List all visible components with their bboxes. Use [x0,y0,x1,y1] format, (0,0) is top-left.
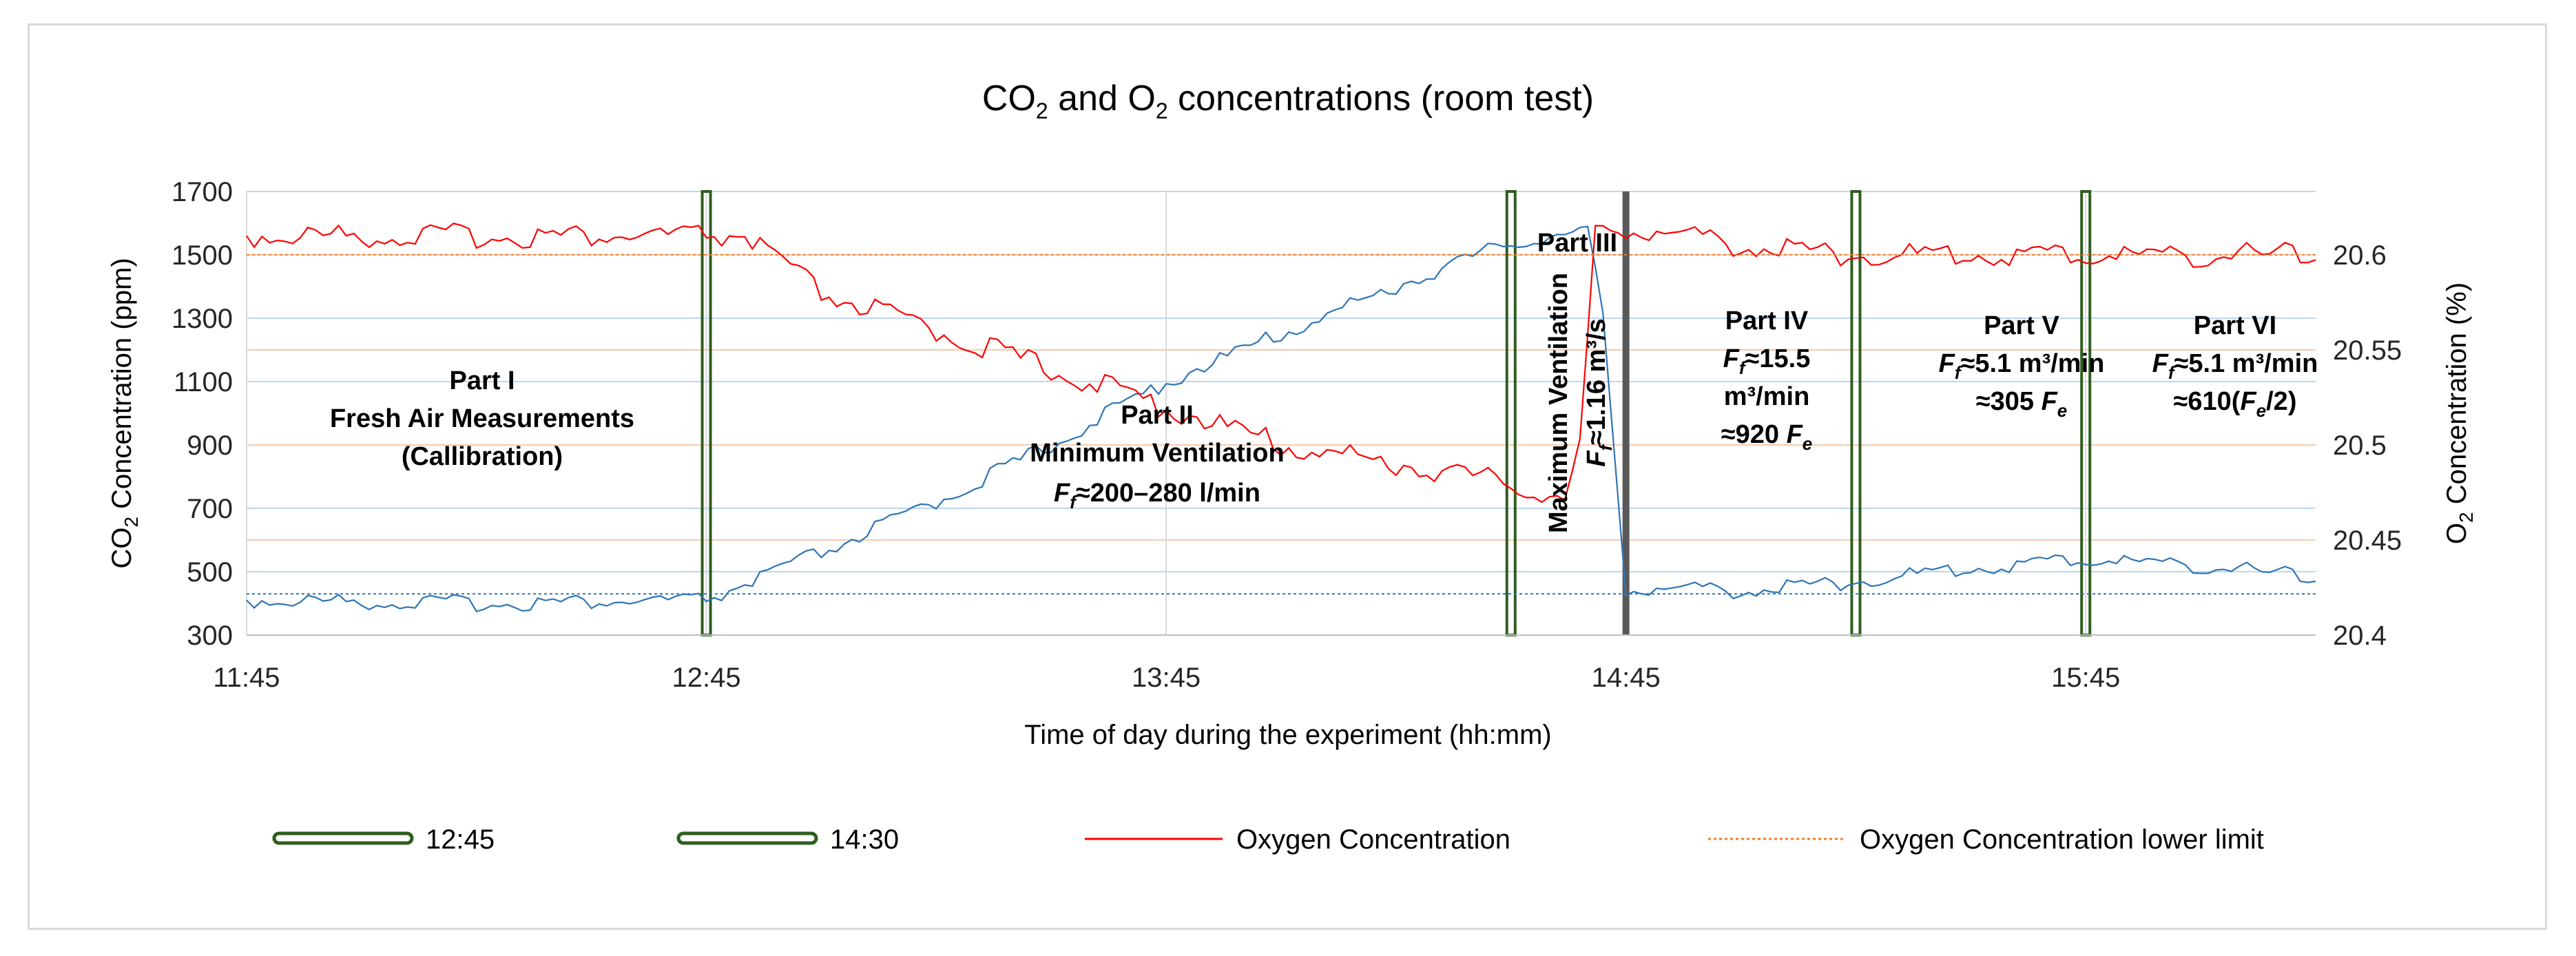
annotation-part4: Part IV Ff≈15.5 m³/min ≈920 Fe [1721,306,1813,454]
vertical-markers [700,190,2092,636]
legend-item-1430: 14:30 [676,824,899,855]
y-left-tick-label: 900 [187,430,233,461]
svg-text:Ff≈200–280 l/min: Ff≈200–280 l/min [1054,479,1260,512]
y-left-tick-label: 1700 [172,177,233,207]
svg-text:Oxygen Concentration lower lim: Oxygen Concentration lower limit [1860,824,2264,855]
y-left-tick-label: 1100 [174,367,233,397]
annotation-part3: Part III Maximum Ventilation Ff≈1.16 m³/… [1537,229,1617,533]
y-right-axis-title: O2 Concentration (%) [2442,282,2477,544]
y-right-tick-label: 20.5 [2333,430,2387,461]
svg-text:m³/min: m³/min [1724,382,1810,411]
annotation-part6: Part VI Ff≈5.1 m³/min ≈610(Fe/2) [2152,311,2318,421]
legend-item-1245: 12:45 [272,824,495,855]
svg-text:Fresh Air Measurements: Fresh Air Measurements [330,404,634,433]
y-right-tick-label: 20.6 [2333,240,2387,271]
legend-item-oxygen-lower-limit: Oxygen Concentration lower limit [1708,824,2264,855]
y-left-tick-label: 1500 [172,240,233,271]
x-tick-label: 13:45 [1132,663,1201,693]
svg-text:12:45: 12:45 [426,824,495,855]
phase-divider [1622,191,1630,635]
chart-title: CO2 and O2 concentrations (room test) [982,79,1594,123]
x-tick-label: 15:45 [2051,663,2120,693]
svg-text:Maximum Ventilation: Maximum Ventilation [1544,273,1573,533]
y-right-tick-label: 20.55 [2333,335,2402,366]
svg-text:≈920 Fe: ≈920 Fe [1721,420,1813,454]
y-left-axis-title: CO2 Concentration (ppm) [107,258,142,568]
svg-text:≈305 Fe: ≈305 Fe [1976,387,2068,421]
svg-text:Part I: Part I [449,366,515,395]
legend: 12:45 14:30 Oxygen Concentration Oxygen … [272,824,2264,855]
x-tick-label: 14:45 [1592,663,1661,693]
svg-text:Part IV: Part IV [1725,306,1809,335]
svg-text:Oxygen Concentration: Oxygen Concentration [1236,824,1510,855]
svg-text:Ff≈5.1 m³/min: Ff≈5.1 m³/min [1939,349,2105,383]
x-tick-label: 12:45 [672,663,741,693]
svg-text:Ff≈5.1 m³/min: Ff≈5.1 m³/min [2152,349,2318,383]
svg-text:Ff≈1.16 m³/s: Ff≈1.16 m³/s [1582,318,1616,466]
svg-text:≈610(Fe/2): ≈610(Fe/2) [2174,387,2297,421]
svg-text:14:30: 14:30 [830,824,899,855]
annotation-part1: Part I Fresh Air Measurements (Callibrat… [330,366,634,471]
phase-marker [1505,190,1517,636]
y-left-tick-label: 1300 [172,304,233,334]
y-right-tick-label: 20.45 [2333,526,2402,556]
series-line-0 [246,225,2316,613]
y-right-tick-label: 20.4 [2333,621,2387,651]
svg-text:Part V: Part V [1984,311,2059,340]
svg-text:(Callibration): (Callibration) [402,442,563,471]
svg-text:Part III: Part III [1537,229,1617,258]
svg-text:Part II: Part II [1121,401,1194,430]
x-tick-label: 11:45 [213,663,280,693]
series-line-1 [246,222,2316,503]
chart-frame [28,23,2547,930]
svg-text:Minimum Ventilation: Minimum Ventilation [1030,439,1284,468]
annotation-part2: Part II Minimum Ventilation Ff≈200–280 l… [1030,401,1284,512]
annotation-part5: Part V Ff≈5.1 m³/min ≈305 Fe [1939,311,2105,421]
legend-item-oxygen: Oxygen Concentration [1085,824,1510,855]
y-left-tick-label: 500 [187,557,233,588]
y-left-tick-label: 300 [187,621,233,651]
axes: 300 500 700 900 1100 1300 1500 1700 20.4 20.45 20.… [172,177,2402,693]
svg-text:Part VI: Part VI [2194,311,2276,340]
x-axis-title: Time of day during the experiment (hh:mm… [1024,720,1552,750]
series-layer [246,222,2316,613]
y-left-tick-label: 700 [187,494,233,524]
svg-text:Ff≈15.5: Ff≈15.5 [1723,344,1811,378]
